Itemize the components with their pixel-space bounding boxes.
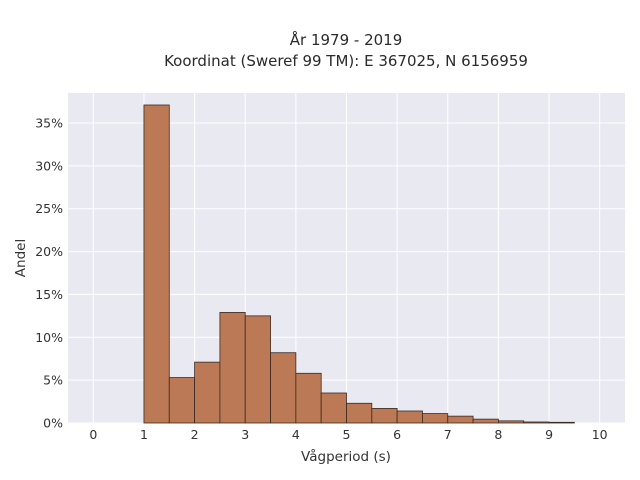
chart-title-line1: År 1979 - 2019 — [290, 30, 403, 49]
histogram-bars — [143, 104, 575, 424]
y-tick-label: 0% — [43, 416, 63, 431]
gridlines — [68, 93, 625, 424]
x-tick-label: 9 — [545, 427, 553, 442]
x-tick-label: 10 — [592, 427, 608, 442]
histogram-bar — [168, 377, 195, 424]
x-tick-label: 1 — [140, 427, 148, 442]
x-tick-label: 3 — [241, 427, 249, 442]
histogram-bar — [295, 372, 322, 424]
x-tick-label: 4 — [292, 427, 300, 442]
x-tick-label: 6 — [393, 427, 401, 442]
x-axis-label: Vågperiod (s) — [301, 448, 391, 465]
histogram-bar — [422, 413, 449, 424]
histogram-bar — [194, 361, 221, 424]
x-tick-label: 0 — [89, 427, 97, 442]
histogram-bar — [396, 410, 423, 424]
y-tick-label: 20% — [35, 244, 63, 259]
histogram-bar — [498, 420, 525, 424]
histogram-bar — [447, 415, 474, 424]
histogram-bar — [523, 421, 550, 424]
y-tick-label: 5% — [43, 373, 63, 388]
y-axis-ticks: 0% 5% 10% 15% 20% 25% 30% 35% — [35, 116, 63, 431]
y-tick-label: 30% — [35, 158, 63, 173]
histogram-bar — [320, 392, 347, 424]
x-axis-ticks: 0 1 2 3 4 5 6 7 8 9 10 — [89, 427, 607, 442]
y-tick-label: 10% — [35, 330, 63, 345]
y-tick-label: 25% — [35, 201, 63, 216]
histogram-bar — [219, 312, 246, 424]
y-axis-label: Andel — [13, 239, 29, 277]
histogram-bar — [371, 408, 398, 424]
x-tick-label: 8 — [494, 427, 502, 442]
histogram-bar — [244, 315, 271, 424]
x-tick-label: 7 — [444, 427, 452, 442]
y-tick-label: 35% — [35, 116, 63, 131]
histogram-bar — [270, 352, 297, 424]
histogram-bar — [472, 418, 499, 424]
x-tick-label: 5 — [343, 427, 351, 442]
histogram-bar — [548, 421, 575, 424]
x-tick-label: 2 — [191, 427, 199, 442]
chart-title-line2: Koordinat (Sweref 99 TM): E 367025, N 61… — [164, 52, 528, 70]
histogram-bar — [143, 104, 170, 424]
histogram-bar — [346, 402, 373, 424]
y-tick-label: 15% — [35, 287, 63, 302]
